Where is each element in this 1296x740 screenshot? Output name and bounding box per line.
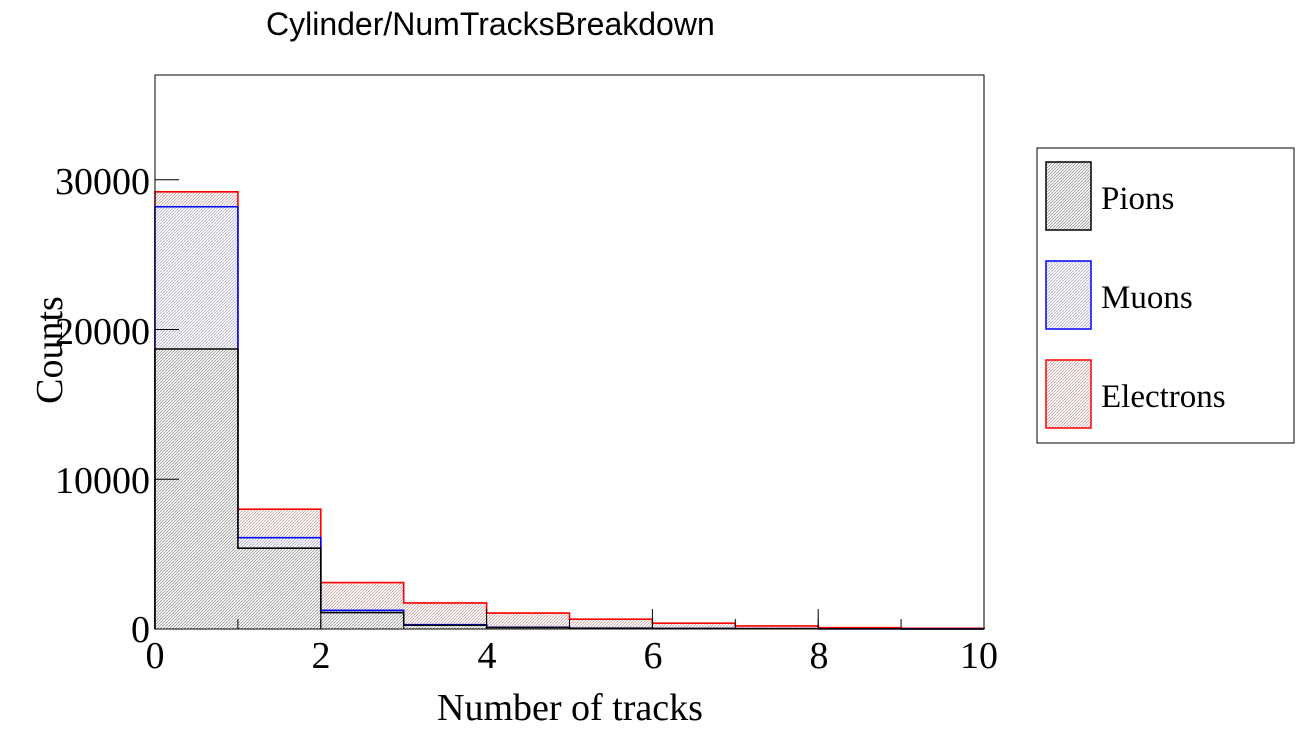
legend-label-pions: Pions <box>1101 181 1174 217</box>
x-tick-label: 6 <box>644 635 663 677</box>
legend-swatch-muons <box>1045 260 1092 330</box>
x-axis-title: Number of tracks <box>437 687 703 729</box>
x-tick-label: 2 <box>312 635 331 677</box>
x-tick-label: 4 <box>478 635 497 677</box>
hist-outline-electrons <box>154 190 985 630</box>
y-axis-title: Counts <box>29 296 71 404</box>
legend-swatch-pions <box>1045 161 1092 231</box>
legend-label-muons: Muons <box>1101 280 1193 316</box>
axis-ticks <box>154 179 985 630</box>
y-tick-label: 30000 <box>55 161 150 203</box>
chart-title: Cylinder/NumTracksBreakdown <box>266 6 715 42</box>
legend: Pions Muons Electrons <box>1036 147 1295 444</box>
y-tick-label: 0 <box>131 609 150 651</box>
x-tick-label: 10 <box>960 635 998 677</box>
legend-swatch-electrons <box>1045 359 1092 429</box>
hist-fill-pions <box>155 349 984 629</box>
histogram-bars <box>154 190 985 630</box>
y-tick-label: 20000 <box>55 311 150 353</box>
legend-label-electrons: Electrons <box>1101 379 1226 415</box>
y-tick-label: 10000 <box>55 460 150 502</box>
x-tick-label: 8 <box>810 635 829 677</box>
x-tick-label: 0 <box>146 635 165 677</box>
